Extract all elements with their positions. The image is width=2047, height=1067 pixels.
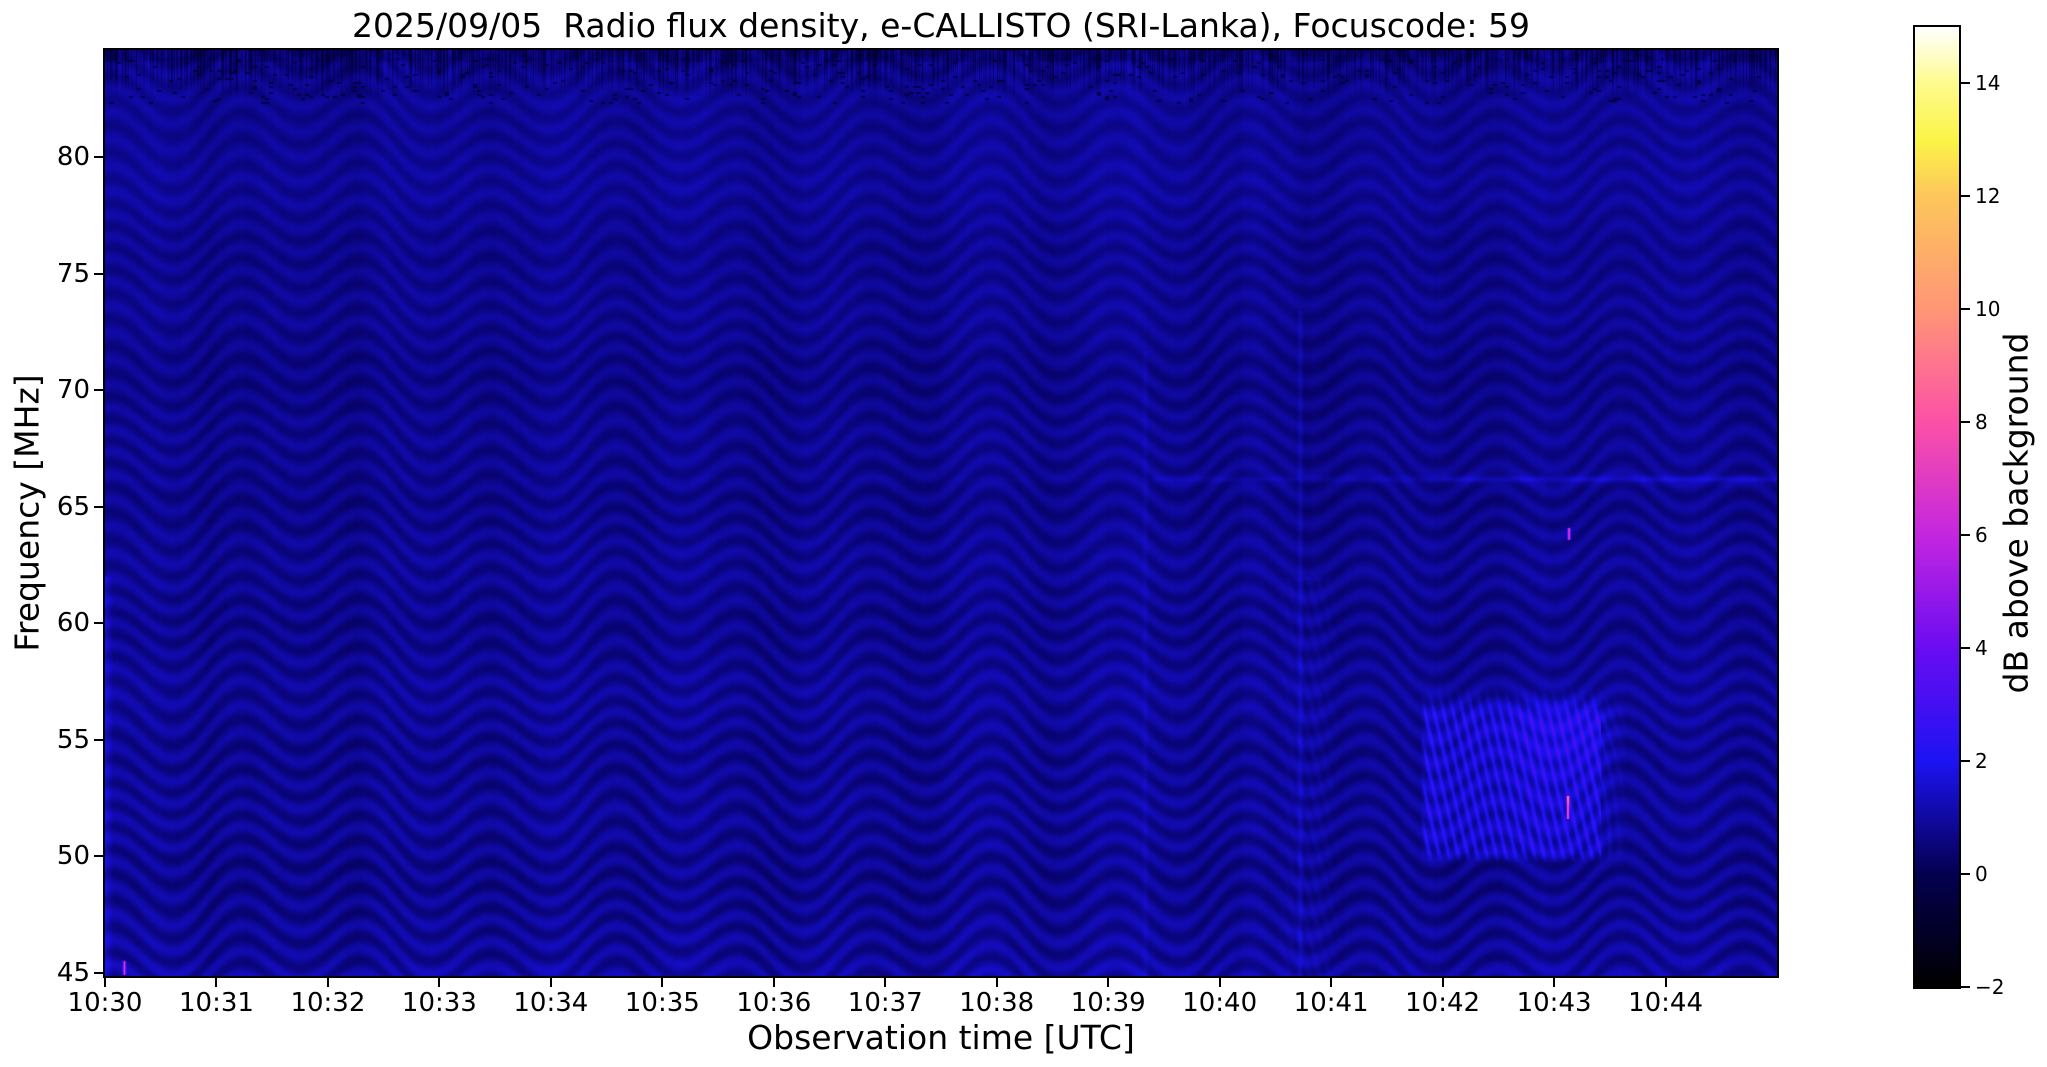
y-tick-label: 70 (56, 375, 90, 406)
colorbar-tick-label: 2 (1975, 749, 1988, 774)
colorbar-tick-mark (1961, 421, 1970, 424)
y-tick-mark (94, 738, 103, 741)
y-tick-mark (94, 272, 103, 275)
colorbar-tick-label: 4 (1975, 636, 1988, 661)
x-tick-label: 10:32 (290, 988, 366, 1018)
x-tick-mark (549, 978, 552, 987)
y-tick-mark (94, 855, 103, 858)
y-tick-label: 60 (56, 608, 90, 639)
y-tick-label: 75 (56, 258, 90, 289)
colorbar-tick-mark (1961, 195, 1970, 198)
x-tick-mark (438, 978, 441, 987)
colorbar-label: dB above background (1996, 332, 2036, 694)
x-tick-mark (1330, 978, 1333, 987)
x-tick-label: 10:39 (1070, 988, 1146, 1018)
x-tick-mark (215, 978, 218, 987)
x-tick-label: 10:43 (1516, 988, 1592, 1018)
colorbar-tick-mark (1961, 986, 1970, 988)
colorbar-tick-label: 14 (1975, 71, 2001, 96)
colorbar-tick-label: 8 (1975, 410, 1988, 435)
x-tick-label: 10:37 (847, 988, 923, 1018)
x-tick-label: 10:44 (1628, 988, 1703, 1018)
x-tick-mark (1664, 978, 1667, 987)
y-tick-mark (94, 389, 103, 392)
colorbar-tick-label: 6 (1975, 523, 1988, 548)
x-tick-mark (1553, 978, 1556, 987)
colorbar-tick-mark (1961, 647, 1970, 650)
x-tick-label: 10:30 (67, 988, 143, 1018)
y-tick-label: 65 (56, 491, 90, 522)
x-tick-mark (1441, 978, 1444, 987)
colorbar-tick-mark (1961, 760, 1970, 763)
y-tick-mark (94, 156, 103, 159)
x-tick-mark (1218, 978, 1221, 987)
y-tick-mark (94, 971, 103, 974)
y-axis-label: Frequency [MHz] (7, 374, 47, 652)
x-tick-label: 10:35 (624, 988, 700, 1018)
colorbar-tick-label: 10 (1975, 297, 2001, 322)
y-tick-label: 55 (56, 724, 90, 755)
x-tick-label: 10:40 (1182, 988, 1258, 1018)
x-tick-mark (661, 978, 664, 987)
x-tick-label: 10:36 (736, 988, 812, 1018)
colorbar-tick-mark (1961, 534, 1970, 537)
x-tick-mark (995, 978, 998, 987)
colorbar (1913, 25, 1961, 989)
x-tick-mark (772, 978, 775, 987)
x-tick-label: 10:41 (1293, 988, 1369, 1018)
colorbar-gradient (1915, 27, 1959, 987)
x-tick-label: 10:31 (178, 988, 254, 1018)
chart-title: 2025/09/05 Radio flux density, e-CALLIST… (352, 6, 1530, 45)
x-tick-label: 10:34 (513, 988, 589, 1018)
colorbar-tick-label: −2 (1975, 975, 2005, 999)
colorbar-tick-label: 12 (1975, 184, 2001, 209)
y-tick-label: 50 (56, 841, 90, 872)
spectrogram-plot-frame (103, 48, 1779, 978)
x-tick-label: 10:33 (401, 988, 477, 1018)
x-tick-label: 10:42 (1405, 988, 1481, 1018)
spectrogram-image (105, 50, 1777, 976)
y-tick-mark (94, 622, 103, 625)
y-tick-label: 45 (56, 957, 90, 988)
x-tick-mark (326, 978, 329, 987)
x-tick-label: 10:38 (959, 988, 1035, 1018)
y-tick-label: 80 (56, 142, 90, 173)
colorbar-tick-mark (1961, 308, 1970, 311)
x-tick-mark (884, 978, 887, 987)
colorbar-tick-mark (1961, 873, 1970, 876)
colorbar-tick-label: 0 (1975, 862, 1988, 887)
x-tick-mark (1107, 978, 1110, 987)
colorbar-tick-mark (1961, 82, 1970, 85)
y-tick-mark (94, 505, 103, 508)
x-tick-mark (104, 978, 106, 987)
x-axis-label: Observation time [UTC] (747, 1018, 1135, 1057)
